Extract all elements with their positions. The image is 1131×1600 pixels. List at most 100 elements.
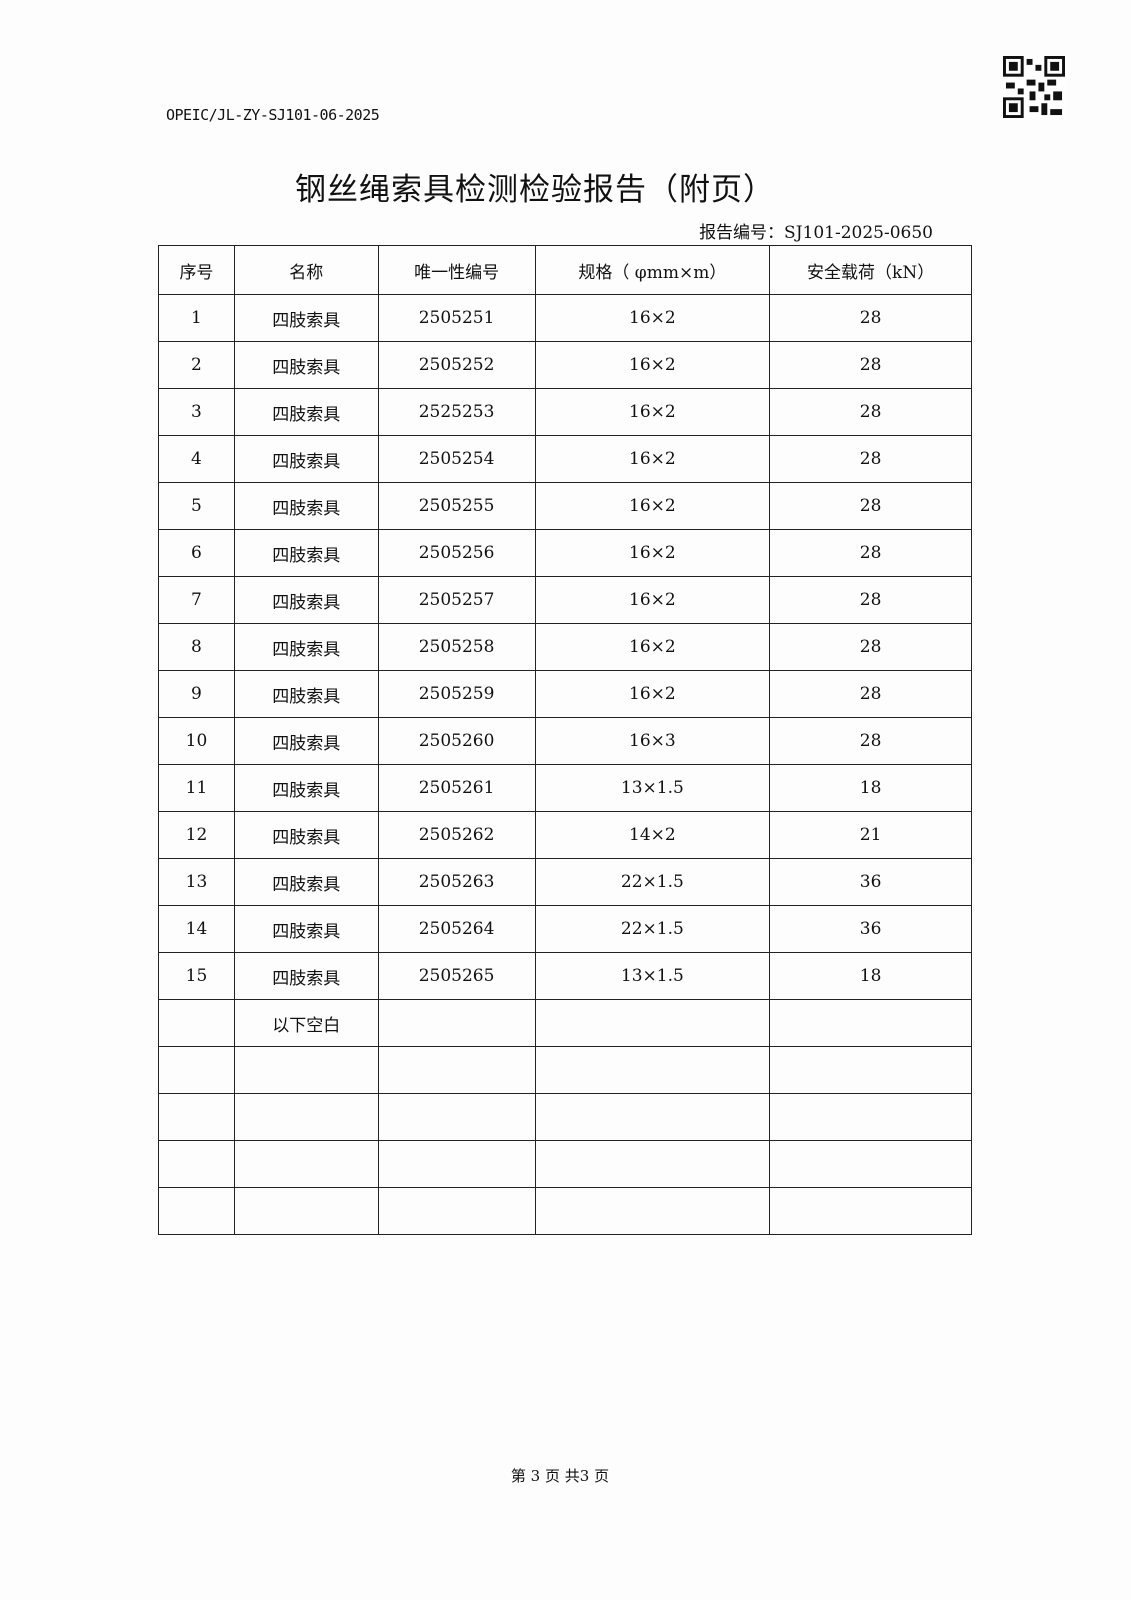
table-cell: 16×2 <box>534 341 771 389</box>
table-cell: 1 <box>158 294 235 342</box>
table-cell: 14 <box>158 905 235 953</box>
table-cell: 2525253 <box>377 388 536 436</box>
table-row <box>158 1046 972 1094</box>
table-cell: 22×1.5 <box>534 858 771 906</box>
table-cell: 18 <box>769 952 972 1000</box>
table-cell: 四肢索具 <box>233 952 379 1000</box>
table-cell: 四肢索具 <box>233 435 379 483</box>
table-cell: 16×2 <box>534 529 771 577</box>
table-cell: 2505263 <box>377 858 536 906</box>
table-cell: 2505255 <box>377 482 536 530</box>
table-cell: 四肢索具 <box>233 341 379 389</box>
table-cell: 3 <box>158 388 235 436</box>
table-cell: 12 <box>158 811 235 859</box>
table-row: 10 四肢索具 2505260 16×3 28 <box>158 717 972 765</box>
table-cell: 28 <box>769 294 972 342</box>
table-cell: 16×3 <box>534 717 771 765</box>
table-cell <box>233 1140 379 1188</box>
table-cell <box>377 999 536 1047</box>
table-cell <box>233 1046 379 1094</box>
table-cell: 10 <box>158 717 235 765</box>
table-row <box>158 1187 972 1235</box>
column-header: 序号 <box>158 245 235 295</box>
table-cell <box>534 999 771 1047</box>
table-row: 以下空白 <box>158 999 972 1047</box>
table-cell: 13 <box>158 858 235 906</box>
table-cell <box>158 999 235 1047</box>
table-cell: 四肢索具 <box>233 858 379 906</box>
table-cell: 2505257 <box>377 576 536 624</box>
table-cell: 2505251 <box>377 294 536 342</box>
table-row <box>158 1093 972 1141</box>
page-title: 钢丝绳索具检测检验报告（附页） <box>295 172 775 208</box>
table-cell <box>158 1046 235 1094</box>
table-cell <box>769 1187 972 1235</box>
table-row: 5 四肢索具 2505255 16×2 28 <box>158 482 972 530</box>
table-cell <box>769 999 972 1047</box>
table-cell: 36 <box>769 905 972 953</box>
table-header-row: 序号 名称 唯一性编号 规格（ φmm×m） 安全载荷（kN） <box>158 245 972 295</box>
column-header: 唯一性编号 <box>377 245 536 295</box>
report-number: 报告编号：SJ101-2025-0650 <box>699 223 933 243</box>
table-cell: 16×2 <box>534 670 771 718</box>
table-cell <box>769 1093 972 1141</box>
table-cell: 四肢索具 <box>233 576 379 624</box>
table-cell: 16×2 <box>534 623 771 671</box>
table-cell: 四肢索具 <box>233 811 379 859</box>
table-cell: 18 <box>769 764 972 812</box>
table-cell: 28 <box>769 670 972 718</box>
table-cell <box>233 1093 379 1141</box>
table-cell: 5 <box>158 482 235 530</box>
table-cell: 四肢索具 <box>233 764 379 812</box>
column-header: 名称 <box>233 245 379 295</box>
table-cell: 四肢索具 <box>233 670 379 718</box>
table-cell: 22×1.5 <box>534 905 771 953</box>
table-row: 15 四肢索具 2505265 13×1.5 18 <box>158 952 972 1000</box>
table-cell <box>377 1093 536 1141</box>
table-cell: 13×1.5 <box>534 764 771 812</box>
table-cell: 2505254 <box>377 435 536 483</box>
table-cell <box>534 1140 771 1188</box>
table-cell: 28 <box>769 482 972 530</box>
table-cell: 28 <box>769 623 972 671</box>
table-cell <box>377 1187 536 1235</box>
table-cell: 16×2 <box>534 482 771 530</box>
table-row <box>158 1140 972 1188</box>
column-header: 规格（ φmm×m） <box>534 245 771 295</box>
table-cell <box>534 1046 771 1094</box>
table-cell: 2505261 <box>377 764 536 812</box>
table-cell <box>158 1140 235 1188</box>
table-row: 12 四肢索具 2505262 14×2 21 <box>158 811 972 859</box>
column-header: 安全载荷（kN） <box>769 245 972 295</box>
document-code: OPEIC/JL-ZY-SJ101-06-2025 <box>166 106 380 124</box>
table-cell <box>534 1187 771 1235</box>
table-cell: 四肢索具 <box>233 623 379 671</box>
table-cell: 以下空白 <box>233 999 379 1047</box>
table-row: 11 四肢索具 2505261 13×1.5 18 <box>158 764 972 812</box>
table-cell: 8 <box>158 623 235 671</box>
table-row: 4 四肢索具 2505254 16×2 28 <box>158 435 972 483</box>
table-cell: 四肢索具 <box>233 529 379 577</box>
table-row: 14 四肢索具 2505264 22×1.5 36 <box>158 905 972 953</box>
inspection-table: 序号 名称 唯一性编号 规格（ φmm×m） 安全载荷（kN） 1 四肢索具 2505251… <box>158 245 972 1235</box>
table-row: 13 四肢索具 2505263 22×1.5 36 <box>158 858 972 906</box>
table-cell: 16×2 <box>534 576 771 624</box>
table-cell <box>158 1093 235 1141</box>
table-row: 6 四肢索具 2505256 16×2 28 <box>158 529 972 577</box>
table-cell: 2505256 <box>377 529 536 577</box>
table-cell: 4 <box>158 435 235 483</box>
table-cell: 16×2 <box>534 435 771 483</box>
table-cell: 7 <box>158 576 235 624</box>
table-cell <box>769 1140 972 1188</box>
table-cell: 四肢索具 <box>233 482 379 530</box>
table-cell: 28 <box>769 341 972 389</box>
table-cell <box>534 1093 771 1141</box>
table-cell: 2 <box>158 341 235 389</box>
table-cell: 13×1.5 <box>534 952 771 1000</box>
table-cell <box>769 1046 972 1094</box>
table-cell: 2505264 <box>377 905 536 953</box>
table-cell: 2505260 <box>377 717 536 765</box>
table-cell: 28 <box>769 435 972 483</box>
qr-code-icon <box>1003 56 1065 118</box>
table-cell: 6 <box>158 529 235 577</box>
